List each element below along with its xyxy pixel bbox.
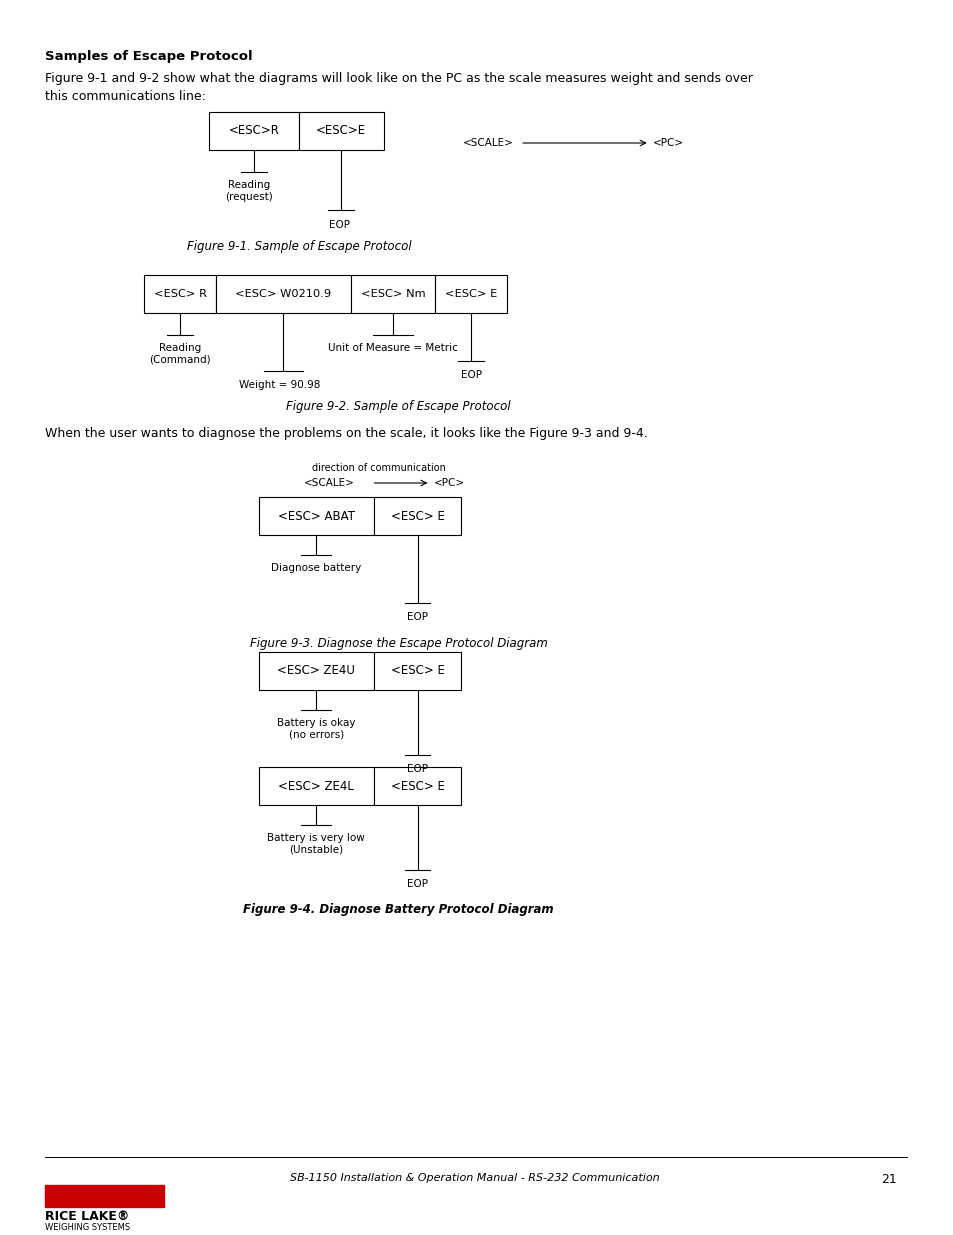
- Text: <ESC> E: <ESC> E: [390, 510, 444, 522]
- Text: Figure 9-1 and 9-2 show what the diagrams will look like on the PC as the scale : Figure 9-1 and 9-2 show what the diagram…: [45, 72, 752, 103]
- FancyBboxPatch shape: [216, 275, 351, 312]
- Text: <ESC> Nm: <ESC> Nm: [360, 289, 425, 299]
- FancyBboxPatch shape: [298, 112, 383, 149]
- Text: Reading
(request): Reading (request): [225, 180, 273, 201]
- Text: <ESC>E: <ESC>E: [315, 125, 366, 137]
- Text: <ESC> W0210.9: <ESC> W0210.9: [235, 289, 332, 299]
- Text: direction of communication: direction of communication: [312, 463, 445, 473]
- Text: EOP: EOP: [329, 220, 350, 230]
- FancyBboxPatch shape: [351, 275, 435, 312]
- Text: <PC>: <PC>: [652, 138, 683, 148]
- FancyBboxPatch shape: [374, 652, 461, 690]
- Text: <ESC> R: <ESC> R: [153, 289, 207, 299]
- Text: RICE LAKE®: RICE LAKE®: [45, 1210, 129, 1223]
- Text: EOP: EOP: [407, 764, 428, 774]
- Text: <PC>: <PC>: [433, 478, 464, 488]
- FancyBboxPatch shape: [259, 496, 374, 535]
- FancyBboxPatch shape: [209, 112, 298, 149]
- Text: EOP: EOP: [407, 879, 428, 889]
- Text: <ESC> ZE4L: <ESC> ZE4L: [278, 779, 354, 793]
- Text: <ESC>R: <ESC>R: [229, 125, 279, 137]
- Text: Figure 9-3. Diagnose the Escape Protocol Diagram: Figure 9-3. Diagnose the Escape Protocol…: [250, 637, 547, 650]
- Text: Samples of Escape Protocol: Samples of Escape Protocol: [45, 49, 253, 63]
- Text: <ESC> E: <ESC> E: [390, 664, 444, 678]
- Text: SB-1150 Installation & Operation Manual - RS-232 Communication: SB-1150 Installation & Operation Manual …: [290, 1173, 659, 1183]
- Text: <ESC> ZE4U: <ESC> ZE4U: [277, 664, 355, 678]
- FancyBboxPatch shape: [374, 767, 461, 805]
- Text: 21: 21: [881, 1173, 896, 1186]
- FancyBboxPatch shape: [259, 652, 374, 690]
- Bar: [45, 1186, 164, 1207]
- Text: Figure 9-1. Sample of Escape Protocol: Figure 9-1. Sample of Escape Protocol: [187, 240, 411, 253]
- Text: <SCALE>: <SCALE>: [463, 138, 514, 148]
- Text: Figure 9-4. Diagnose Battery Protocol Diagram: Figure 9-4. Diagnose Battery Protocol Di…: [243, 903, 554, 916]
- Text: <SCALE>: <SCALE>: [304, 478, 355, 488]
- FancyBboxPatch shape: [259, 767, 374, 805]
- Text: EOP: EOP: [460, 370, 481, 380]
- Text: <ESC> ABAT: <ESC> ABAT: [277, 510, 355, 522]
- FancyBboxPatch shape: [435, 275, 507, 312]
- Text: WEIGHING SYSTEMS: WEIGHING SYSTEMS: [45, 1223, 130, 1233]
- Text: Battery is okay
(no errors): Battery is okay (no errors): [276, 718, 355, 740]
- Text: <ESC> E: <ESC> E: [390, 779, 444, 793]
- Text: Battery is very low
(Unstable): Battery is very low (Unstable): [267, 832, 365, 855]
- Text: Weight = 90.98: Weight = 90.98: [238, 380, 320, 390]
- Text: Reading
(Command): Reading (Command): [150, 343, 211, 364]
- FancyBboxPatch shape: [374, 496, 461, 535]
- FancyBboxPatch shape: [144, 275, 216, 312]
- Text: Diagnose battery: Diagnose battery: [271, 563, 361, 573]
- Text: EOP: EOP: [407, 613, 428, 622]
- Text: When the user wants to diagnose the problems on the scale, it looks like the Fig: When the user wants to diagnose the prob…: [45, 427, 647, 440]
- Text: <ESC> E: <ESC> E: [445, 289, 497, 299]
- Text: Figure 9-2. Sample of Escape Protocol: Figure 9-2. Sample of Escape Protocol: [286, 400, 511, 412]
- Text: Unit of Measure = Metric: Unit of Measure = Metric: [328, 343, 457, 353]
